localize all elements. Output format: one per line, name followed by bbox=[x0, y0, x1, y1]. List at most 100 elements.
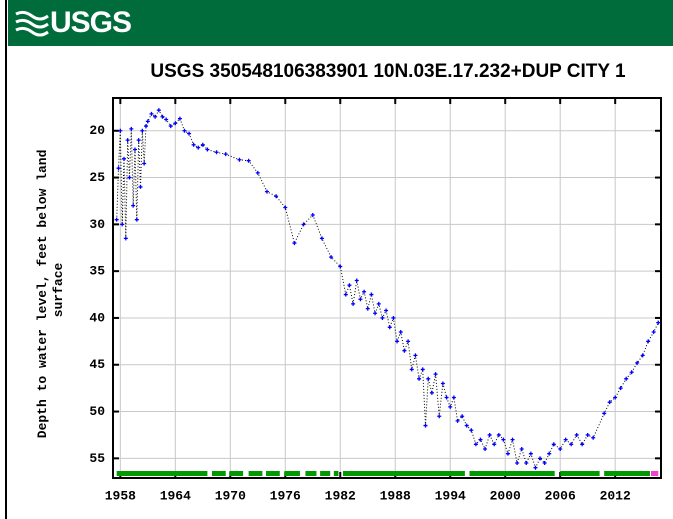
data-point bbox=[116, 166, 121, 171]
y-tick-label: 35 bbox=[89, 264, 105, 279]
data-point bbox=[121, 156, 126, 161]
data-point bbox=[200, 142, 205, 147]
record-period bbox=[229, 471, 244, 476]
data-point bbox=[651, 329, 656, 334]
record-period bbox=[560, 471, 600, 476]
record-period bbox=[650, 471, 659, 476]
data-point bbox=[123, 236, 128, 241]
data-point bbox=[640, 353, 645, 358]
data-point bbox=[182, 128, 187, 133]
data-point bbox=[358, 297, 363, 302]
y-tick-label: 25 bbox=[89, 170, 105, 185]
data-point bbox=[132, 147, 137, 152]
y-axis-label: Depth to water level, feet below land su… bbox=[35, 142, 66, 438]
data-point bbox=[635, 360, 640, 365]
data-point bbox=[142, 161, 147, 166]
data-point bbox=[440, 381, 445, 386]
data-point bbox=[395, 339, 400, 344]
x-tick-label: 1970 bbox=[215, 488, 246, 503]
y-tick-label: 45 bbox=[89, 357, 105, 372]
data-point bbox=[501, 437, 506, 442]
data-point bbox=[149, 111, 154, 116]
x-tick-label: 1964 bbox=[160, 488, 191, 503]
data-point bbox=[426, 376, 431, 381]
data-point bbox=[145, 119, 150, 124]
data-point bbox=[173, 121, 178, 126]
data-point bbox=[423, 423, 428, 428]
header-band bbox=[8, 0, 673, 46]
data-point bbox=[656, 320, 661, 325]
data-point bbox=[563, 437, 568, 442]
data-point bbox=[607, 400, 612, 405]
data-point bbox=[136, 138, 141, 143]
data-point bbox=[496, 432, 501, 437]
x-tick-label: 2000 bbox=[490, 488, 521, 503]
data-point bbox=[547, 451, 552, 456]
data-point bbox=[347, 283, 352, 288]
data-point bbox=[354, 278, 359, 283]
data-point bbox=[292, 241, 297, 246]
data-point bbox=[125, 138, 130, 143]
data-point bbox=[138, 184, 143, 189]
data-point bbox=[168, 124, 173, 129]
data-point bbox=[373, 311, 378, 316]
data-point bbox=[127, 175, 132, 180]
data-point bbox=[602, 411, 607, 416]
data-point bbox=[464, 423, 469, 428]
record-period bbox=[211, 471, 226, 476]
data-point bbox=[214, 150, 219, 155]
data-point bbox=[164, 117, 169, 122]
record-period bbox=[305, 471, 317, 476]
data-point bbox=[120, 222, 125, 227]
data-point bbox=[156, 108, 161, 113]
y-axis-label-line: surface bbox=[51, 262, 66, 317]
y-tick-label: 20 bbox=[89, 123, 105, 138]
x-tick-label: 1982 bbox=[325, 488, 356, 503]
data-point bbox=[591, 435, 596, 440]
y-axis-label-line: Depth to water level, feet below land bbox=[35, 150, 50, 439]
data-point bbox=[406, 339, 411, 344]
data-point bbox=[515, 461, 520, 466]
data-point bbox=[384, 308, 389, 313]
data-point bbox=[492, 442, 497, 447]
series-line bbox=[116, 109, 659, 470]
data-point bbox=[191, 142, 196, 147]
data-point bbox=[429, 390, 434, 395]
data-point bbox=[143, 124, 148, 129]
record-period bbox=[284, 471, 300, 476]
x-tick-label: 1994 bbox=[435, 488, 466, 503]
data-point bbox=[558, 446, 563, 451]
data-point bbox=[551, 442, 556, 447]
data-point bbox=[585, 432, 590, 437]
data-point bbox=[455, 418, 460, 423]
data-point bbox=[538, 456, 543, 461]
data-point bbox=[524, 461, 529, 466]
chart-title: USGS 350548106383901 10N.03E.17.232+DUP … bbox=[150, 61, 626, 82]
data-point bbox=[129, 126, 134, 131]
data-point bbox=[264, 189, 269, 194]
data-point bbox=[413, 353, 418, 358]
data-point bbox=[118, 128, 123, 133]
y-tick-label: 50 bbox=[89, 404, 105, 419]
data-point bbox=[433, 372, 438, 377]
data-point bbox=[451, 395, 456, 400]
data-point bbox=[417, 376, 422, 381]
record-period bbox=[116, 471, 208, 476]
logo-text: USGS bbox=[50, 6, 131, 39]
data-point bbox=[574, 432, 579, 437]
data-point bbox=[646, 339, 651, 344]
data-point bbox=[351, 301, 356, 306]
data-point bbox=[380, 315, 385, 320]
data-point bbox=[187, 131, 192, 136]
y-tick-label: 55 bbox=[89, 451, 105, 466]
data-point bbox=[283, 205, 288, 210]
y-tick-label: 30 bbox=[89, 217, 105, 232]
data-point bbox=[542, 461, 547, 466]
data-point bbox=[237, 157, 242, 162]
data-point bbox=[391, 315, 396, 320]
data-point bbox=[402, 348, 407, 353]
record-period bbox=[604, 471, 651, 476]
data-point bbox=[437, 414, 442, 419]
record-period bbox=[266, 471, 280, 476]
data-point bbox=[409, 367, 414, 372]
